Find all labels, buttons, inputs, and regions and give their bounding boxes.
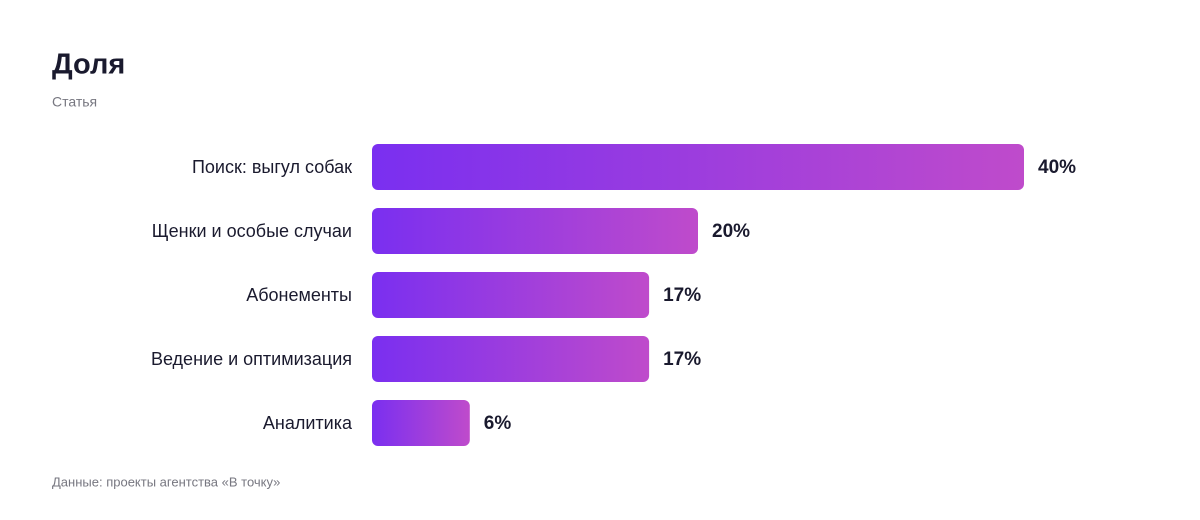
bar: [372, 336, 650, 382]
source-note: Данные: проекты агентства «В точку»: [52, 474, 280, 489]
category-label: Абонементы: [246, 285, 352, 305]
bar: [372, 272, 650, 318]
category-label: Аналитика: [263, 413, 353, 433]
bar: [372, 400, 470, 446]
chart-title: Доля: [52, 49, 125, 81]
value-label: 17%: [663, 285, 701, 306]
category-label: Ведение и оптимизация: [151, 349, 352, 369]
value-label: 20%: [712, 221, 750, 242]
category-label: Щенки и особые случаи: [152, 221, 352, 241]
value-label: 6%: [484, 413, 512, 434]
category-label: Поиск: выгул собак: [192, 157, 352, 177]
bar: [372, 144, 1024, 190]
value-label: 17%: [663, 349, 701, 370]
chart-subtitle: Статья: [52, 94, 97, 110]
bar: [372, 208, 698, 254]
value-label: 40%: [1038, 157, 1076, 178]
